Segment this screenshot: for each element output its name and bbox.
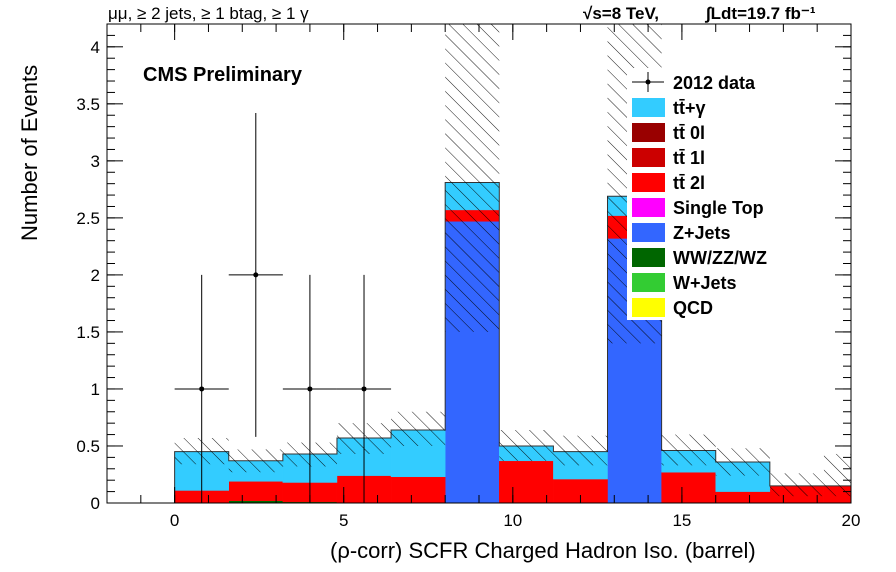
legend-swatch: [632, 223, 665, 242]
uncertainty-band: [823, 453, 851, 497]
legend-swatch: [632, 198, 665, 217]
x-tick-label: 5: [339, 511, 348, 530]
bar-segment: [390, 476, 446, 503]
legend-swatch: [632, 98, 665, 117]
legend-label: Single Top: [673, 198, 764, 218]
legend-swatch: [632, 123, 665, 142]
y-tick-label: 1: [91, 380, 100, 399]
y-tick-label: 2: [91, 266, 100, 285]
legend-label: tt̄ 2l: [673, 173, 705, 193]
x-tick-label: 10: [503, 511, 522, 530]
y-axis-title: Number of Events: [17, 64, 42, 241]
x-axis-title: (ρ-corr) SCFR Charged Hadron Iso. (barre…: [330, 538, 756, 563]
data-point: [199, 386, 205, 392]
legend-label: 2012 data: [673, 73, 756, 93]
uncertainty-band: [228, 449, 283, 473]
x-tick-label: 20: [842, 511, 861, 530]
data-point: [361, 386, 367, 392]
uncertainty-band: [499, 430, 554, 461]
legend-swatch: [632, 248, 665, 267]
bar-segment: [228, 481, 284, 501]
uncertainty-band: [715, 448, 770, 476]
legend-label: WW/ZZ/WZ: [673, 248, 767, 268]
bar-segment: [661, 471, 716, 503]
uncertainty-band: [391, 411, 446, 446]
cms-preliminary-label: CMS Preliminary: [143, 64, 302, 86]
legend-swatch: [632, 273, 665, 292]
y-tick-label: 0.5: [76, 437, 100, 456]
legend-label: tt̄ 0l: [673, 123, 705, 143]
y-tick-label: 2.5: [76, 209, 100, 228]
y-tick-label: 4: [91, 38, 100, 57]
uncertainty-band: [661, 434, 716, 466]
legend-label: QCD: [673, 298, 713, 318]
legend-swatch: [632, 298, 665, 317]
legend-label: W+Jets: [673, 273, 737, 293]
uncertainty-band: [769, 473, 824, 497]
legend-marker-dot: [645, 79, 651, 85]
x-tick-label: 15: [672, 511, 691, 530]
legend-label: Z+Jets: [673, 223, 731, 243]
energy-label: √s=8 TeV,: [583, 4, 659, 23]
channel-label: μμ, ≥ 2 jets, ≥ 1 btag, ≥ 1 γ: [108, 4, 309, 23]
y-tick-label: 3: [91, 152, 100, 171]
lumi-label: ∫Ldt=19.7 fb⁻¹: [706, 4, 816, 23]
uncertainty-band: [445, 24, 500, 332]
legend-swatch: [632, 148, 665, 167]
y-tick-label: 1.5: [76, 323, 100, 342]
legend-label: tt̄ 1l: [673, 148, 705, 168]
y-tick-label: 0: [91, 494, 100, 513]
data-point: [307, 386, 313, 392]
bar-segment: [499, 460, 554, 503]
bar-segment: [715, 491, 771, 503]
data-point: [253, 272, 259, 278]
legend-label: tt̄+γ: [673, 98, 706, 118]
uncertainty-band: [553, 435, 608, 466]
legend-swatch: [632, 173, 665, 192]
y-tick-label: 3.5: [76, 95, 100, 114]
x-tick-label: 0: [170, 511, 179, 530]
